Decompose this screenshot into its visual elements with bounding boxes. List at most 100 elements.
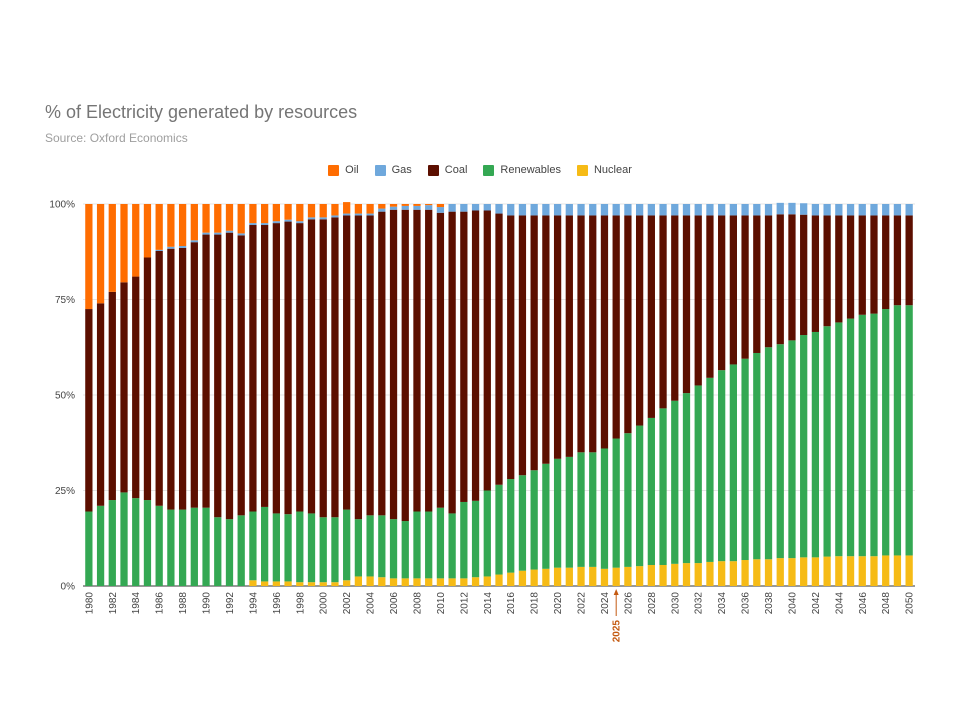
bar-nuclear-2015 (495, 574, 503, 586)
bar-oil-2008 (413, 204, 421, 206)
x-tick-label: 2024 (600, 592, 611, 615)
bar-coal-2005 (378, 211, 386, 516)
bar-renewables-2027 (635, 425, 644, 567)
bar-renewables-2038 (764, 347, 773, 560)
bar-gas-2004 (366, 213, 374, 216)
bar-gas-1996 (272, 221, 280, 224)
bar-coal-2017 (518, 215, 527, 476)
bar-renewables-2011 (448, 513, 456, 579)
bar-gas-2018 (530, 204, 538, 216)
bar-renewables-2016 (507, 479, 515, 573)
bar-coal-2004 (366, 215, 374, 516)
bar-oil-1989 (190, 204, 198, 241)
bar-gas-1990 (202, 232, 210, 235)
x-tick-label: 1982 (108, 592, 119, 615)
x-tick-label: 2016 (506, 592, 517, 615)
bar-coal-2019 (542, 215, 550, 464)
bar-coal-1983 (120, 282, 128, 493)
bar-coal-2042 (811, 215, 820, 332)
bar-nuclear-2032 (694, 563, 702, 586)
legend-item-coal[interactable]: Coal (427, 164, 467, 176)
bar-nuclear-2010 (436, 578, 445, 586)
bar-gas-2024 (600, 204, 609, 216)
legend-item-oil[interactable]: Oil (328, 164, 359, 176)
x-tick-label: 1996 (272, 592, 283, 615)
bar-nuclear-2016 (507, 572, 515, 586)
bar-renewables-1987 (167, 509, 175, 586)
x-tick-label: 2028 (647, 592, 658, 615)
bar-coal-2003 (354, 215, 363, 520)
bar-gas-1997 (284, 219, 292, 222)
legend-item-gas[interactable]: Gas (374, 164, 412, 176)
x-tick-label: 2046 (858, 592, 869, 615)
bar-gas-2036 (741, 204, 749, 216)
bar-coal-2001 (331, 217, 339, 518)
bar-nuclear-2005 (378, 577, 386, 586)
bar-oil-1987 (167, 204, 175, 247)
bar-gas-1988 (178, 246, 187, 248)
bar-renewables-1989 (190, 507, 198, 586)
bar-coal-2014 (483, 210, 491, 491)
bar-nuclear-2042 (811, 557, 820, 586)
bar-renewables-1990 (202, 507, 210, 586)
legend-item-renewables[interactable]: Renewables (483, 164, 561, 176)
bar-coal-2044 (835, 215, 843, 323)
bar-coal-1992 (225, 232, 234, 520)
bar-renewables-2028 (647, 417, 655, 565)
bar-coal-1981 (96, 303, 105, 506)
bar-coal-2036 (741, 215, 749, 359)
bar-nuclear-1997 (284, 581, 292, 586)
bar-coal-2043 (823, 215, 831, 327)
bar-gas-2028 (647, 204, 655, 216)
bar-nuclear-2026 (624, 566, 632, 586)
bar-nuclear-2020 (553, 567, 562, 586)
bar-nuclear-2027 (635, 566, 644, 586)
legend-label-gas: Gas (391, 164, 412, 176)
bar-renewables-2033 (706, 377, 714, 562)
bar-renewables-2031 (682, 393, 691, 564)
bar-coal-2033 (706, 215, 714, 378)
bar-nuclear-2011 (448, 578, 456, 586)
bar-renewables-1991 (214, 517, 222, 586)
bar-renewables-2049 (893, 305, 902, 556)
legend-swatch-nuclear (576, 164, 588, 176)
bar-coal-2045 (846, 215, 855, 319)
x-tick-label: 2044 (834, 592, 845, 615)
bar-nuclear-2044 (835, 556, 843, 586)
bar-coal-1980 (85, 309, 93, 512)
bar-nuclear-2048 (882, 555, 890, 586)
bar-nuclear-2041 (800, 557, 808, 586)
bar-coal-2039 (776, 214, 784, 345)
bar-gas-1987 (167, 246, 175, 249)
bar-nuclear-2009 (425, 578, 433, 586)
bar-nuclear-2033 (706, 561, 714, 586)
bar-gas-1995 (261, 223, 269, 226)
bars (85, 202, 913, 586)
bar-gas-2035 (729, 204, 737, 216)
bar-gas-2032 (694, 204, 702, 216)
bar-nuclear-2031 (682, 563, 691, 586)
x-tick-label: 1994 (248, 592, 259, 615)
bar-oil-1985 (143, 204, 152, 258)
bar-nuclear-2008 (413, 578, 421, 586)
bar-oil-2001 (331, 204, 339, 216)
y-tick-label: 0% (61, 582, 76, 593)
bar-renewables-2008 (413, 511, 421, 579)
bar-renewables-1988 (178, 509, 187, 586)
bar-renewables-2045 (846, 318, 855, 557)
legend-item-nuclear[interactable]: Nuclear (576, 164, 632, 176)
x-tick-label: 2012 (459, 592, 470, 615)
bar-coal-2018 (530, 215, 538, 471)
bar-gas-2045 (846, 204, 855, 216)
bar-renewables-2041 (800, 335, 808, 558)
bar-coal-2020 (553, 215, 562, 459)
x-tick-label: 2018 (530, 592, 541, 615)
bar-coal-2009 (425, 209, 433, 512)
bar-nuclear-2047 (870, 556, 878, 586)
bar-nuclear-2025 (612, 567, 620, 586)
bar-coal-2028 (647, 215, 655, 418)
bar-coal-1990 (202, 234, 210, 508)
x-tick-label: 1984 (131, 592, 142, 615)
bar-coal-2038 (764, 215, 773, 348)
